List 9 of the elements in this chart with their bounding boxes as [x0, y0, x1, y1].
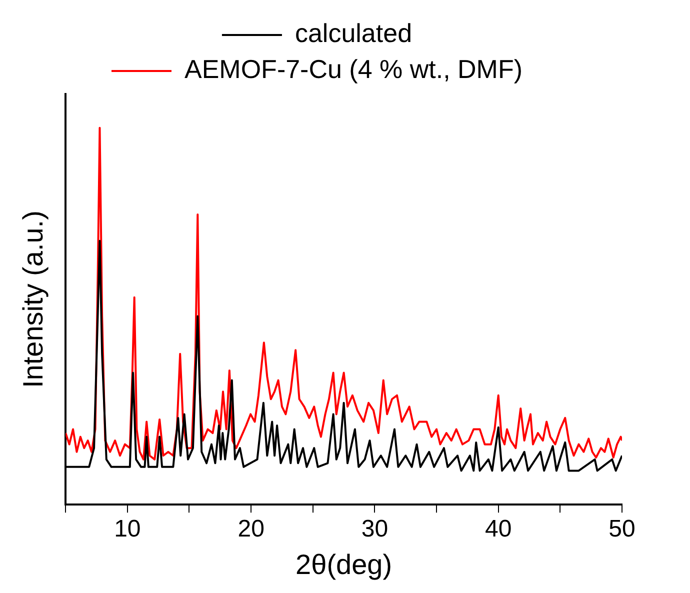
x-tick-label: 50	[608, 516, 636, 543]
legend-label: calculated	[294, 18, 412, 48]
x-tick-label: 30	[361, 516, 388, 543]
x-axis-title: 2θ(deg)	[296, 548, 392, 580]
x-tick-label: 20	[238, 516, 264, 543]
legend-label: AEMOF-7-Cu (4 % wt., DMF)	[184, 54, 523, 84]
y-axis-title: Intensity (a.u.)	[18, 210, 49, 388]
x-tick-label: 10	[114, 516, 141, 543]
x-tick-label: 40	[485, 516, 512, 543]
